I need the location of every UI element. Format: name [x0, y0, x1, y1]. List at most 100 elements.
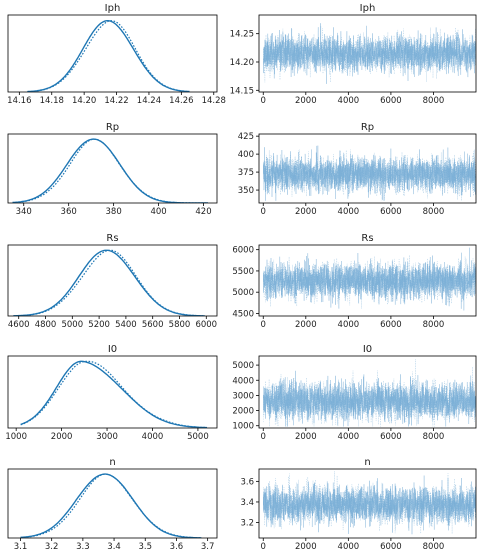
trace-line-chain-1	[263, 247, 476, 311]
x-tick-label: 3.7	[201, 542, 215, 550]
x-tick-label: 4000	[142, 432, 164, 442]
trace-data	[263, 247, 476, 311]
y-tick-label: 6000	[232, 246, 254, 256]
x-tick-label: 6000	[380, 542, 402, 550]
trace-panel-I0: I0 0 2000 4000 6000 8000 1000 2000 3000 4000 5000	[232, 344, 477, 442]
x-tick-label: 4000	[338, 432, 360, 442]
panel-title: n	[364, 457, 370, 468]
x-tick-label: 14.22	[104, 96, 128, 106]
density-panel-Rs: Rs 4600 4800 5000 5200 5400 5600 5800 6000	[7, 233, 218, 330]
trace-line-chain-2	[263, 471, 476, 534]
panel-title: Iph	[360, 3, 376, 14]
x-tick-label: 14.26	[169, 96, 193, 106]
trace-line-chain-2	[263, 358, 476, 427]
kde-line-chain-1	[12, 138, 208, 203]
trace-panel-n: n 0 2000 4000 6000 8000 3.2 3.4 3.6	[240, 457, 477, 550]
x-tick-label: 6000	[380, 432, 402, 442]
kde-line-chain-1	[20, 360, 207, 428]
y-tick-label: 3.4	[240, 498, 254, 508]
trace-panel-Rs: Rs 0 2000 4000 6000 8000 4500 5000 5500 6000	[232, 233, 477, 330]
x-tick-label: 2000	[295, 542, 317, 550]
density-panel-Iph: Iph 14.16 14.18 14.20 14.22 14.24 14.26 14.28	[7, 3, 226, 106]
x-tick-label: 8000	[423, 320, 445, 330]
x-tick-label: 0	[261, 542, 266, 550]
x-tick-label: 8000	[423, 96, 445, 106]
trace-panel-Rp: Rp 0 2000 4000 6000 8000 350 375 400 425	[238, 122, 477, 217]
kde-line-chain-1	[20, 473, 202, 538]
axes-frame	[7, 133, 218, 204]
kde-line-chain-1	[27, 20, 190, 92]
axes-frame	[7, 468, 218, 539]
x-tick-label: 3.2	[45, 542, 59, 550]
panel-title: Rp	[361, 122, 374, 133]
x-tick-label: 5800	[169, 320, 191, 330]
x-tick-label: 5400	[115, 320, 137, 330]
trace-data	[263, 358, 476, 427]
y-tick-label: 4500	[232, 309, 254, 319]
x-tick-label: 14.18	[40, 96, 64, 106]
x-tick-label: 3.4	[107, 542, 121, 550]
axes-frame	[258, 244, 477, 317]
x-tick-label: 420	[195, 207, 211, 217]
x-tick-label: 3000	[96, 432, 118, 442]
kde-line-chain-1	[13, 249, 205, 316]
panel-title: Rp	[106, 122, 119, 133]
x-tick-label: 3.6	[170, 542, 184, 550]
y-tick-label: 4000	[232, 376, 254, 386]
trace-panel-Iph: Iph 0 2000 4000 6000 8000 14.15 14.20 14.25	[230, 3, 477, 106]
x-tick-label: 0	[261, 432, 266, 442]
trace-line-chain-2	[263, 254, 476, 309]
y-tick-label: 350	[238, 186, 254, 196]
y-tick-label: 400	[238, 150, 254, 160]
panel-title: Rs	[361, 233, 373, 244]
x-tick-label: 380	[106, 207, 122, 217]
x-tick-label: 4000	[338, 542, 360, 550]
x-tick-label: 3.3	[76, 542, 90, 550]
x-tick-label: 5000	[61, 320, 83, 330]
x-tick-label: 8000	[423, 542, 445, 550]
trace-data	[263, 145, 476, 201]
x-tick-label: 2000	[295, 320, 317, 330]
axes-frame	[7, 355, 218, 429]
density-panel-Rp: Rp 340 360 380 400 420	[7, 122, 218, 217]
x-tick-label: 14.28	[202, 96, 226, 106]
x-tick-label: 400	[150, 207, 166, 217]
trace-line-chain-2	[263, 149, 476, 201]
axes-frame	[7, 244, 218, 317]
axes-frame	[258, 14, 477, 93]
y-tick-label: 14.25	[230, 30, 254, 40]
y-tick-label: 14.20	[230, 58, 254, 68]
x-tick-label: 4000	[338, 320, 360, 330]
y-tick-label: 3000	[232, 391, 254, 401]
axes-frame	[7, 14, 218, 93]
x-tick-label: 6000	[195, 320, 217, 330]
x-tick-label: 4000	[338, 207, 360, 217]
y-tick-label: 2000	[232, 407, 254, 417]
x-tick-label: 0	[261, 207, 266, 217]
panel-title: I0	[108, 344, 117, 355]
kde-line-chain-2	[27, 20, 190, 92]
panel-title: Rs	[106, 233, 118, 244]
density-panel-n: n 3.1 3.2 3.3 3.4 3.5 3.6 3.7	[7, 457, 218, 550]
x-tick-label: 2000	[295, 207, 317, 217]
x-tick-label: 2000	[295, 96, 317, 106]
density-data	[12, 138, 208, 203]
axes-frame	[258, 468, 477, 539]
density-data	[20, 360, 208, 428]
x-tick-label: 4600	[8, 320, 30, 330]
kde-line-chain-2	[13, 249, 205, 316]
x-tick-label: 0	[261, 320, 266, 330]
x-tick-label: 360	[61, 207, 77, 217]
x-tick-label: 6000	[380, 320, 402, 330]
x-tick-label: 5000	[187, 432, 209, 442]
panel-title: Iph	[105, 3, 121, 14]
x-tick-label: 8000	[423, 432, 445, 442]
kde-line-chain-2	[20, 473, 202, 538]
x-tick-label: 14.24	[137, 96, 161, 106]
x-tick-label: 4800	[35, 320, 57, 330]
y-tick-label: 375	[238, 168, 254, 178]
x-tick-label: 2000	[51, 432, 73, 442]
trace-data	[263, 23, 476, 84]
y-tick-label: 1000	[232, 422, 254, 432]
